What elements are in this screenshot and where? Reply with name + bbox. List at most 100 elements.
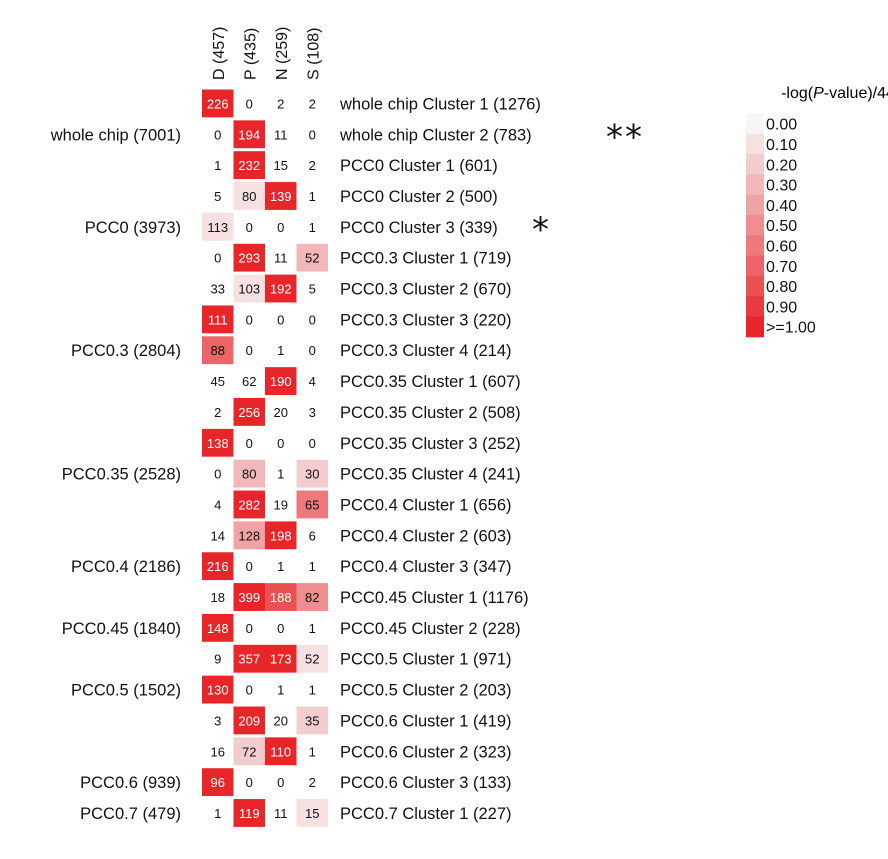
cell-value: 2 [309,775,316,790]
heatmap-cell [265,274,297,303]
row-label: PCC0.4 Cluster 2 (603) [340,527,512,545]
cell-value: 1 [277,343,284,358]
heatmap-cell [202,305,234,334]
heatmap-cell [296,459,328,488]
cell-value: 138 [207,436,229,451]
legend-swatch [746,113,764,135]
legend-title: -log(P-value)/44 [781,85,888,102]
row-label: PCC0.35 Cluster 2 (508) [340,404,521,422]
heatmap-cell [233,151,265,180]
heatmap-cell [265,737,297,766]
cell-value: 111 [208,312,228,327]
legend-level-label: 0.60 [766,238,797,255]
cell-value: 0 [246,220,253,235]
row-label: PCC0.3 Cluster 3 (220) [340,311,512,329]
column-header: N (259) [274,27,291,80]
cell-value: 88 [211,343,225,358]
cell-value: 15 [305,806,319,821]
row-label: PCC0.4 Cluster 3 (347) [340,558,512,576]
legend-swatch [746,174,764,196]
heatmap-cell [233,737,265,766]
cell-value: 45 [211,374,225,389]
cell-value: 128 [238,528,260,543]
cell-value: 5 [309,282,316,297]
cell-value: 1 [309,683,316,698]
group-label: PCC0 (3973) [85,219,181,237]
cell-value: 0 [246,621,253,636]
row-label: PCC0 Cluster 1 (601) [340,157,498,175]
heatmap-cell [233,583,265,611]
cell-value: 65 [305,497,319,512]
cell-value: 0 [246,683,253,698]
cell-value: 15 [274,158,288,173]
cell-value: 62 [242,374,256,389]
cell-value: 6 [309,528,316,543]
cell-value: 103 [238,282,260,297]
cell-value: 80 [242,467,256,482]
legend-level-label: 0.30 [766,178,797,195]
group-label: PCC0.5 (1502) [71,682,181,700]
cell-value: 293 [238,251,260,266]
cell-value: 194 [238,127,260,142]
cell-value: 190 [270,374,292,389]
cell-value: 0 [309,312,316,327]
legend-level-label: 0.90 [766,299,797,316]
row-label: PCC0.3 Cluster 2 (670) [340,281,512,299]
cell-value: 96 [211,775,225,790]
cell-value: 52 [305,652,319,667]
cell-value: 0 [214,467,221,482]
legend-level-label: 0.80 [766,279,797,296]
cell-value: 52 [305,251,319,266]
cell-value: 1 [309,220,316,235]
cell-value: 0 [309,436,316,451]
heatmap-cell [265,182,297,210]
legend-swatch [746,194,764,216]
legend-level-label: >=1.00 [766,320,816,337]
cell-value: 2 [277,96,284,111]
cell-value: 188 [270,590,292,605]
cell-value: 226 [207,96,229,111]
cell-value: 110 [270,744,291,759]
legend-swatch [746,154,764,175]
cell-value: 11 [274,251,288,266]
heatmap-cell [202,613,234,642]
cell-value: 0 [277,775,284,790]
cell-value: 216 [207,559,229,574]
row-label: PCC0 Cluster 3 (339) [340,219,498,237]
heatmap-cell [233,706,265,735]
cell-value: 1 [277,559,284,574]
group-label: PCC0.7 (479) [80,805,181,823]
heatmap-cell [202,552,234,581]
heatmap-cell [233,182,265,210]
legend-swatch [746,275,764,297]
heatmap-cell [233,521,265,550]
cell-value: 3 [309,405,316,420]
cell-value: 1 [309,621,316,636]
cell-value: 18 [211,590,225,605]
cell-value: 282 [238,497,260,512]
row-label: PCC0.45 Cluster 1 (1176) [340,589,529,607]
legend-swatch [746,296,764,317]
cell-value: 209 [238,713,260,728]
heatmap-cell [233,644,265,673]
heatmap-cell [296,243,328,272]
legend-swatch [746,235,764,257]
legend-level-label: 0.40 [766,198,797,215]
cell-value: 30 [305,467,319,482]
cell-value: 399 [238,590,260,605]
heatmap-cell [233,398,265,426]
column-header: D (457) [211,27,228,80]
cell-value: 4 [309,374,316,389]
row-label: PCC0.6 Cluster 3 (133) [340,774,512,792]
cell-value: 1 [214,806,221,821]
legend-level-label: 0.20 [766,157,797,174]
cell-value: 2 [214,405,221,420]
cell-value: 33 [211,282,225,297]
cell-value: 173 [270,652,292,667]
legend-level-label: 0.10 [766,137,797,154]
row-label: whole chip Cluster 1 (1276) [339,95,541,113]
cell-value: 2 [309,96,316,111]
row-label: PCC0.5 Cluster 1 (971) [340,651,512,669]
column-header: S (108) [305,28,322,80]
